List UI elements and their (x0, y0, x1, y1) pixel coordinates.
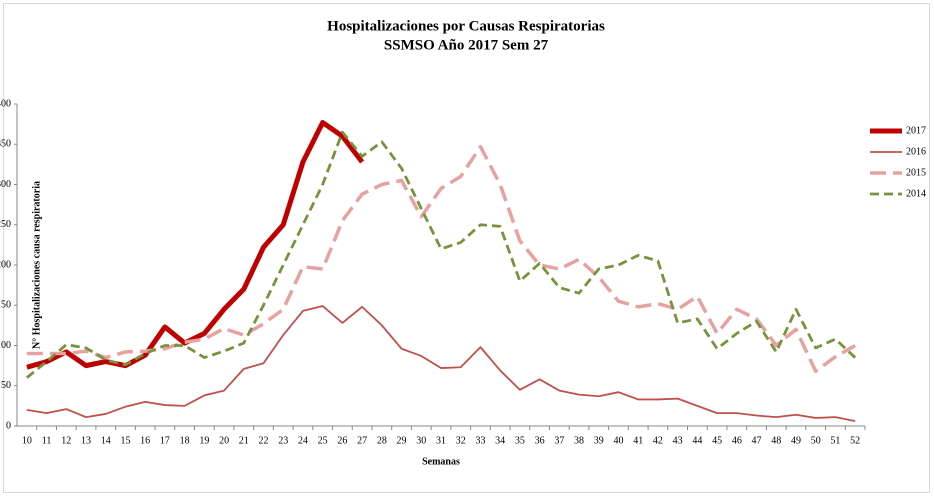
series-line (26, 120, 365, 370)
series-line (25, 130, 857, 379)
x-tick-label: 34 (495, 435, 505, 446)
x-tick-label: 42 (653, 435, 663, 446)
x-tick-label: 15 (120, 435, 130, 446)
legend-label: 2016 (906, 146, 926, 157)
x-tick-label: 17 (160, 435, 170, 446)
y-tick-label: 100 (0, 340, 11, 351)
x-tick-label: 16 (140, 435, 150, 446)
x-tick-label: 24 (298, 435, 308, 446)
x-tick-label: 44 (692, 435, 702, 446)
series-line (26, 144, 857, 374)
chart-subtitle: SSMSO Año 2017 Sem 27 (384, 37, 549, 53)
x-tick-label: 40 (613, 435, 623, 446)
x-tick-label: 19 (199, 435, 209, 446)
y-axis-label: N° Hospitalizaciones causa respiratoria (31, 181, 42, 349)
x-tick-label: 32 (456, 435, 466, 446)
x-tick-label: 18 (180, 435, 190, 446)
y-tick-label: 200 (0, 259, 11, 270)
x-tick-label: 20 (219, 435, 229, 446)
x-tick-label: 35 (515, 435, 525, 446)
x-tick-label: 23 (278, 435, 288, 446)
x-tick-label: 11 (42, 435, 52, 446)
legend-label: 2017 (906, 125, 926, 136)
x-tick-label: 47 (752, 435, 762, 446)
x-tick-label: 41 (633, 435, 643, 446)
x-tick-label: 46 (732, 435, 742, 446)
x-tick-label: 33 (475, 435, 485, 446)
x-tick-label: 48 (771, 435, 781, 446)
x-tick-label: 27 (357, 435, 367, 446)
x-tick-label: 26 (337, 435, 347, 446)
legend-label: 2014 (906, 188, 926, 199)
y-tick-label: 250 (0, 219, 11, 230)
x-tick-label: 38 (574, 435, 584, 446)
y-tick-label: 0 (6, 420, 11, 431)
x-tick-label: 14 (101, 435, 111, 446)
x-tick-label: 22 (259, 435, 269, 446)
series-line (26, 305, 856, 423)
x-tick-label: 10 (22, 435, 32, 446)
x-tick-label: 30 (416, 435, 426, 446)
x-tick-label: 21 (239, 435, 249, 446)
legend-label: 2015 (906, 167, 926, 178)
x-tick-label: 12 (61, 435, 71, 446)
x-tick-label: 52 (850, 435, 860, 446)
x-axis-label: Semanas (422, 456, 460, 467)
x-tick-label: 39 (594, 435, 604, 446)
x-tick-label: 49 (791, 435, 801, 446)
x-tick-label: 50 (811, 435, 821, 446)
x-tick-label: 43 (673, 435, 683, 446)
x-tick-label: 51 (830, 435, 840, 446)
y-tick-label: 300 (0, 179, 11, 190)
x-tick-label: 25 (318, 435, 328, 446)
y-tick-label: 150 (0, 300, 11, 311)
x-tick-label: 45 (712, 435, 722, 446)
x-tick-label: 36 (535, 435, 545, 446)
chart-border (3, 3, 930, 493)
x-tick-label: 37 (554, 435, 564, 446)
x-tick-label: 28 (377, 435, 387, 446)
chart-title: Hospitalizaciones por Causas Respiratori… (327, 18, 605, 34)
x-tick-label: 13 (81, 435, 91, 446)
y-tick-label: 400 (0, 98, 11, 109)
y-tick-label: 50 (1, 380, 11, 391)
y-tick-label: 350 (0, 139, 11, 150)
x-tick-label: 29 (397, 435, 407, 446)
x-tick-label: 31 (436, 435, 446, 446)
